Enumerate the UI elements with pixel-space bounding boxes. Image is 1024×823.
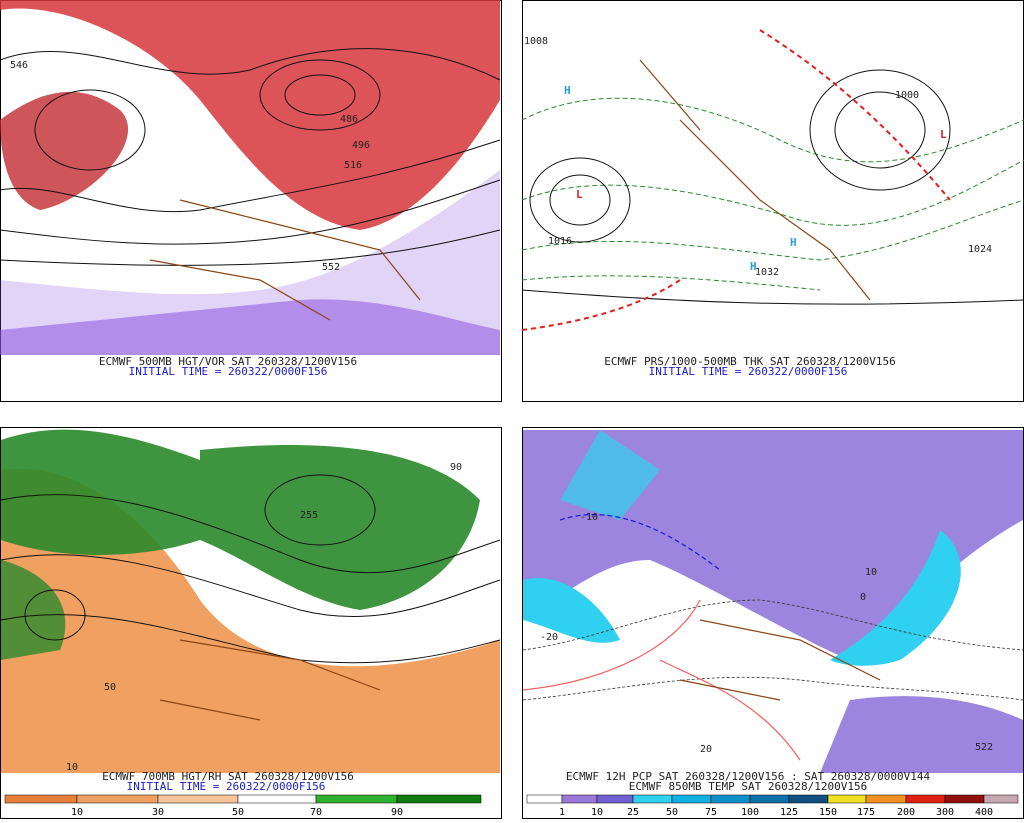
- map-label: 10: [66, 762, 78, 773]
- colorbar-label: 400: [975, 807, 993, 818]
- map-label: 50: [104, 682, 116, 693]
- colorbar-label: 200: [897, 807, 915, 818]
- panel-subtitle: ECMWF 850MB TEMP SAT 260328/1200V156: [629, 780, 867, 793]
- map-label: 1000: [895, 90, 919, 101]
- colorbar: [526, 794, 1019, 804]
- map-label: -10: [580, 512, 598, 523]
- high-marker: H: [564, 84, 571, 97]
- colorbar-label: 300: [936, 807, 954, 818]
- map-label: 10: [865, 567, 877, 578]
- map-label: 552: [322, 262, 340, 273]
- map-label: 1016: [548, 236, 572, 247]
- map-label: 516: [344, 160, 362, 171]
- map-label: 255: [300, 510, 318, 521]
- panel-500mb: 546 486 496 516 552 ECMWF 500MB HGT/VOR …: [0, 0, 502, 402]
- panel-prs-thk: 1008 1016 1024 1032 1000 L L H H H ECMWF…: [521, 0, 1024, 402]
- map-label: 0: [860, 592, 866, 603]
- colorbar-label: 125: [780, 807, 798, 818]
- colorbar: [4, 794, 482, 804]
- map-label: 20: [700, 744, 712, 755]
- colorbar-label: 175: [857, 807, 875, 818]
- colorbar-label: 75: [705, 807, 717, 818]
- colorbar-label: 50: [232, 807, 244, 818]
- map-label: 496: [352, 140, 370, 151]
- colorbar-label: 1: [559, 807, 565, 818]
- panel-title: ECMWF 700MB HGT/RH SAT 260328/1200V156: [102, 770, 354, 783]
- panel-title: ECMWF PRS/1000-500MB THK SAT 260328/1200…: [604, 355, 895, 368]
- map-label: 486: [340, 114, 358, 125]
- map-label: 90: [450, 462, 462, 473]
- map-label: 1032: [755, 267, 779, 278]
- panel-title: ECMWF 500MB HGT/VOR SAT 260328/1200V156: [99, 355, 357, 368]
- colorbar-label: 10: [71, 807, 83, 818]
- colorbar-label: 25: [627, 807, 639, 818]
- colorbar-label: 30: [152, 807, 164, 818]
- panel-subtitle: INITIAL TIME = 260322/0000F156: [127, 780, 326, 793]
- low-marker: L: [576, 188, 583, 201]
- high-marker: H: [750, 260, 757, 273]
- colorbar-label: 100: [741, 807, 759, 818]
- panel-title: ECMWF 12H PCP SAT 260328/1200V156 : SAT …: [566, 770, 931, 783]
- colorbar-label: 10: [591, 807, 603, 818]
- panel-pcp-temp: -20 -10 0 10 20 522 ECMWF 12H PCP SAT 26…: [522, 427, 1024, 819]
- colorbar-label: 150: [819, 807, 837, 818]
- panel-subtitle: INITIAL TIME = 260322/0000F156: [129, 365, 328, 378]
- panel-700mb: 255 50 10 90 ECMWF 700MB HGT/RH SAT 2603…: [0, 427, 502, 819]
- colorbar-label: 70: [310, 807, 322, 818]
- low-marker: L: [940, 128, 947, 141]
- map-label: 1024: [968, 244, 992, 255]
- high-marker: H: [790, 236, 797, 249]
- map-label: -20: [540, 632, 558, 643]
- panel-subtitle: INITIAL TIME = 260322/0000F156: [649, 365, 848, 378]
- map-label: 522: [975, 742, 993, 753]
- map-label: 546: [10, 60, 28, 71]
- colorbar-label: 90: [391, 807, 403, 818]
- colorbar-label: 50: [666, 807, 678, 818]
- map-label: 1008: [524, 36, 548, 47]
